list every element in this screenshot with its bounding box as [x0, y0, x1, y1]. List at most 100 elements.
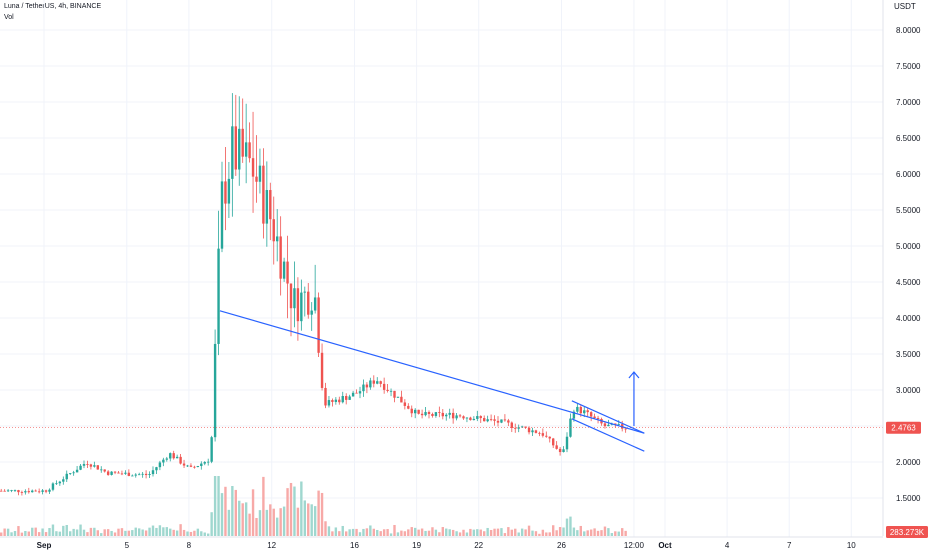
candle-body	[310, 310, 313, 315]
volume-bar	[617, 531, 620, 536]
candle-body	[86, 464, 89, 465]
volume-bar	[427, 530, 431, 536]
candle-body	[251, 158, 255, 177]
candle-body	[172, 453, 175, 459]
time-axis[interactable]: Sep 5 8 12 16 19 22 26 12:00 Oct 4 7 10	[37, 541, 857, 550]
candle-body	[614, 423, 617, 425]
price-tick-label: 7.5000	[896, 62, 921, 71]
candle-body	[331, 400, 334, 402]
volume-bar	[27, 531, 30, 536]
candle-body	[589, 412, 593, 417]
volume-bar	[462, 529, 465, 536]
candle-body	[372, 380, 375, 384]
volume-bar	[445, 528, 448, 536]
volume-bar	[244, 502, 248, 536]
candle-body	[282, 261, 286, 279]
time-tick-label: 12:00	[624, 541, 645, 550]
volume-bar	[345, 531, 348, 536]
candle-body	[293, 288, 296, 309]
candle-body	[165, 458, 168, 460]
candle-body	[75, 469, 79, 473]
candle-body	[24, 491, 27, 493]
volume-bar	[82, 529, 86, 536]
candle-body	[400, 396, 403, 403]
volume-bar	[169, 528, 172, 536]
candle-body	[510, 422, 513, 428]
volume-bar	[65, 524, 68, 536]
volume-bar	[562, 527, 565, 536]
candle-body	[438, 412, 441, 413]
candle-body	[579, 406, 582, 414]
candle-body	[479, 416, 482, 419]
candle-body	[338, 399, 341, 403]
volume-bar	[541, 529, 545, 536]
trendline	[571, 400, 645, 434]
candle-body	[445, 414, 448, 417]
time-tick-label: 16	[350, 541, 359, 550]
volume-bar	[376, 529, 379, 536]
candle-body	[351, 392, 355, 397]
volume-bar	[72, 528, 75, 536]
candle-body	[524, 426, 527, 428]
volume-bar	[79, 524, 82, 536]
candle-body	[103, 469, 106, 472]
volume-bar	[548, 532, 551, 536]
candle-body	[458, 415, 462, 417]
volume-bar	[193, 530, 196, 536]
volume-bar	[58, 531, 62, 536]
candle-body	[486, 419, 489, 422]
candle-body	[365, 384, 369, 388]
volume-bar	[382, 529, 386, 536]
volume-bar	[614, 531, 617, 536]
volume-bar	[431, 527, 434, 536]
volume-bar	[217, 476, 220, 536]
candle-body	[572, 411, 576, 419]
volume-bar	[13, 531, 17, 536]
time-tick-label: 5	[125, 541, 130, 550]
candle-body	[303, 291, 306, 293]
volume-bar	[200, 531, 203, 536]
candle-body	[231, 126, 234, 179]
candle-body	[272, 219, 275, 242]
candle-body	[41, 490, 44, 492]
volume-bar	[55, 531, 58, 536]
candle-body	[193, 466, 196, 468]
volume-bar	[62, 525, 65, 536]
candle-body	[545, 435, 548, 437]
volume-bar	[279, 508, 282, 536]
volume-bar	[565, 518, 569, 536]
volume-bar	[500, 528, 503, 536]
candle-body	[607, 424, 610, 427]
candle-body	[286, 261, 289, 284]
candle-body	[313, 297, 317, 311]
volume-bar	[134, 527, 137, 536]
volume-bar	[162, 527, 165, 536]
candles	[0, 93, 627, 496]
drawings[interactable]	[219, 310, 645, 452]
candle-body	[583, 410, 586, 414]
price-tick-label: 8.0000	[896, 26, 921, 35]
candle-body	[527, 427, 531, 433]
volume-bar	[286, 488, 289, 536]
candle-body	[79, 465, 82, 470]
volume-bar	[303, 500, 306, 536]
price-tick-label: 3.0000	[896, 386, 921, 395]
time-tick-label: Sep	[37, 541, 52, 550]
volume-bar	[227, 509, 231, 536]
candle-body	[296, 288, 300, 322]
volume-bar	[420, 528, 424, 536]
candle-body	[558, 448, 562, 453]
volume-bar	[393, 524, 396, 536]
volume-bar	[379, 531, 382, 536]
volume-bar	[113, 532, 117, 536]
volume-bar	[117, 528, 120, 536]
volume-bar	[31, 527, 34, 536]
time-tick-label: 19	[412, 541, 421, 550]
volume-bar	[100, 533, 103, 536]
time-tick-label: 12	[267, 541, 276, 550]
volume-bar	[545, 532, 548, 536]
candle-body	[565, 436, 569, 450]
candle-body	[407, 405, 410, 409]
volume-bar	[520, 528, 524, 536]
